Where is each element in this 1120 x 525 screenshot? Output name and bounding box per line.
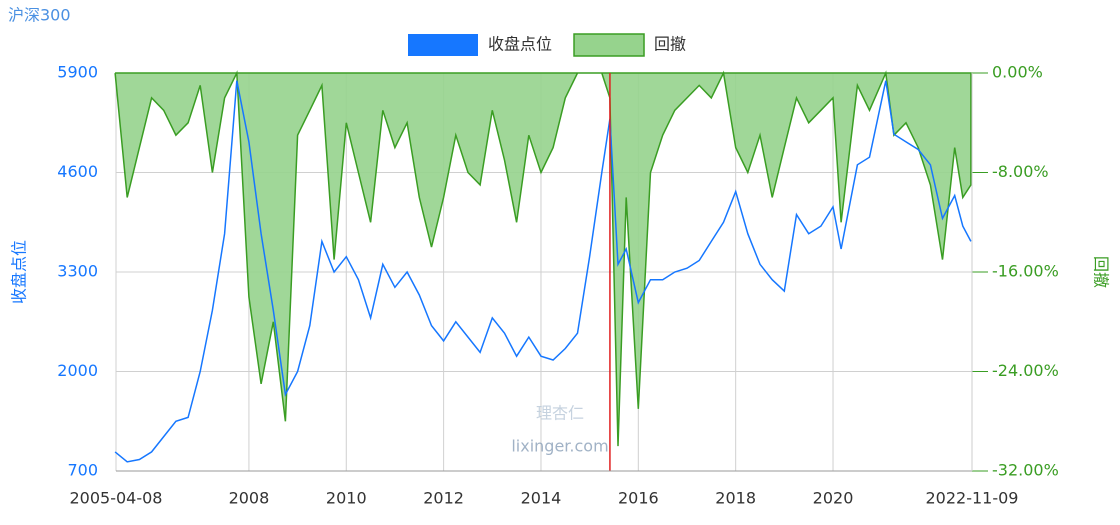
y-axis-label: 收盘点位 xyxy=(10,240,29,304)
watermark: lixinger.com xyxy=(511,437,608,456)
index-line xyxy=(114,80,972,463)
drawdown-area xyxy=(114,70,972,447)
x-tick-label: 2010 xyxy=(326,489,367,508)
chart-title: 沪深300 xyxy=(8,6,71,25)
watermark: 理杏仁 xyxy=(536,404,584,423)
legend-label: 收盘点位 xyxy=(488,35,552,54)
legend-swatch xyxy=(408,34,478,56)
x-tick-label: 2020 xyxy=(813,489,854,508)
legend-label: 回撤 xyxy=(654,35,686,54)
y-tick-label: 3300 xyxy=(57,262,98,281)
y-tick-label: 4600 xyxy=(57,162,98,181)
x-tick-label: 2008 xyxy=(229,489,270,508)
y-tick-label: 700 xyxy=(67,461,98,480)
x-tick-label: 2012 xyxy=(423,489,464,508)
x-tick-label: 2022-11-09 xyxy=(926,489,1019,508)
y2-axis-label: 回撤 xyxy=(1092,256,1111,288)
legend-swatch xyxy=(573,33,645,57)
x-tick-label: 2014 xyxy=(521,489,562,508)
y2-tick-label: -24.00% xyxy=(992,361,1059,380)
y2-tick-label: -8.00% xyxy=(992,162,1049,181)
x-tick-label: 2018 xyxy=(715,489,756,508)
y-tick-label: 5900 xyxy=(57,63,98,82)
x-tick-label: 2016 xyxy=(618,489,659,508)
y2-tick-label: -32.00% xyxy=(992,461,1059,480)
y2-tick-label: 0.00% xyxy=(992,63,1043,82)
y-tick-label: 2000 xyxy=(57,361,98,380)
x-tick-label: 2005-04-08 xyxy=(70,489,163,508)
y2-tick-label: -16.00% xyxy=(992,262,1059,281)
